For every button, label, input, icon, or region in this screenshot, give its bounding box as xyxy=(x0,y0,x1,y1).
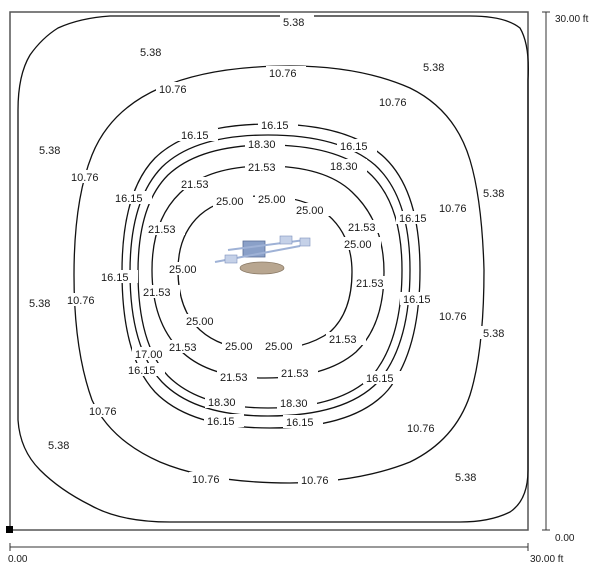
contour-label: 16.15 xyxy=(128,365,156,377)
contour-label: 25.00 xyxy=(169,264,197,276)
labels-25-00: 25.00 25.00 25.00 25.00 25.00 25.00 25.0… xyxy=(166,192,381,353)
contour-label: 16.15 xyxy=(115,193,143,205)
ceiling-light-fixture-icon[interactable] xyxy=(214,235,311,275)
contour-label: 21.53 xyxy=(181,179,209,191)
contour-label: 16.15 xyxy=(340,141,368,153)
contour-label: 21.53 xyxy=(348,222,376,234)
y-axis-min-label: 0.00 xyxy=(555,533,575,544)
contour-label: 16.15 xyxy=(261,120,289,132)
contour-label: 10.76 xyxy=(67,295,95,307)
labels-18-30: 18.30 18.30 18.30 18.30 xyxy=(205,137,367,410)
contour-label: 5.38 xyxy=(483,328,504,340)
contour-18-30 xyxy=(137,144,403,409)
labels-10-76: 10.76 10.76 10.76 10.76 10.76 10.76 10.7… xyxy=(64,66,476,487)
contour-label: 25.00 xyxy=(265,341,293,353)
contour-label: 5.38 xyxy=(39,145,60,157)
contour-label: 5.38 xyxy=(455,472,476,484)
contour-label: 10.76 xyxy=(269,68,297,80)
contour-label: 16.15 xyxy=(207,416,235,428)
labels-16-15: 16.15 16.15 16.15 16.15 16.15 16.15 16.1… xyxy=(98,118,440,429)
contour-label: 25.00 xyxy=(216,196,244,208)
contour-label: 10.76 xyxy=(439,311,467,323)
labels-17-00: 17.00 xyxy=(132,347,172,361)
contour-label: 5.38 xyxy=(483,188,504,200)
contour-label: 21.53 xyxy=(169,342,197,354)
x-axis-max-label: 30.00 ft xyxy=(530,554,564,565)
contour-label: 21.53 xyxy=(329,334,357,346)
x-axis-min-label: 0.00 xyxy=(8,554,28,565)
y-axis: 30.00 ft 0.00 xyxy=(542,11,589,544)
contour-label: 10.76 xyxy=(379,97,407,109)
contour-label: 10.76 xyxy=(71,172,99,184)
contour-label: 10.76 xyxy=(301,475,329,487)
contour-label: 5.38 xyxy=(140,47,161,59)
contour-label: 17.00 xyxy=(135,349,163,361)
contour-label: 16.15 xyxy=(286,417,314,429)
contour-label: 5.38 xyxy=(29,298,50,310)
contour-label: 25.00 xyxy=(258,194,286,206)
contour-label: 16.15 xyxy=(366,373,394,385)
contour-label: 25.00 xyxy=(344,239,372,251)
contour-label: 21.53 xyxy=(148,224,176,236)
contour-label: 10.76 xyxy=(439,203,467,215)
labels-5-38: 5.38 5.38 5.38 5.38 5.38 5.38 5.38 5.38 … xyxy=(26,15,514,484)
contour-label: 21.53 xyxy=(248,162,276,174)
contour-label: 10.76 xyxy=(159,84,187,96)
contour-label: 21.53 xyxy=(356,278,384,290)
contour-label: 16.15 xyxy=(181,130,209,142)
contour-label: 5.38 xyxy=(48,440,69,452)
labels-21-53: 21.53 21.53 21.53 21.53 21.53 21.53 21.5… xyxy=(140,160,393,384)
contour-16-15 xyxy=(121,123,421,429)
contour-label: 5.38 xyxy=(283,17,304,29)
x-axis: 0.00 30.00 ft xyxy=(8,543,564,565)
contour-label: 21.53 xyxy=(220,372,248,384)
contour-label: 25.00 xyxy=(296,205,324,217)
contour-label: 18.30 xyxy=(248,139,276,151)
origin-marker-icon xyxy=(6,526,13,533)
contour-label: 16.15 xyxy=(403,294,431,306)
contour-21-53 xyxy=(151,165,385,379)
contour-label: 18.30 xyxy=(280,398,308,410)
contour-label: 16.15 xyxy=(101,272,129,284)
contour-label: 10.76 xyxy=(407,423,435,435)
contour-label: 18.30 xyxy=(208,397,236,409)
contour-10-76 xyxy=(73,65,485,484)
contour-label: 10.76 xyxy=(192,474,220,486)
contour-label: 5.38 xyxy=(423,62,444,74)
contour-5-38 xyxy=(17,15,529,523)
contour-label: 21.53 xyxy=(143,287,171,299)
contour-label: 18.30 xyxy=(330,161,358,173)
contour-label: 25.00 xyxy=(225,341,253,353)
y-axis-max-label: 30.00 ft xyxy=(555,14,589,25)
contour-label: 16.15 xyxy=(399,213,427,225)
contour-label: 21.53 xyxy=(281,368,309,380)
contour-label: 10.76 xyxy=(89,406,117,418)
contour-label: 25.00 xyxy=(186,316,214,328)
